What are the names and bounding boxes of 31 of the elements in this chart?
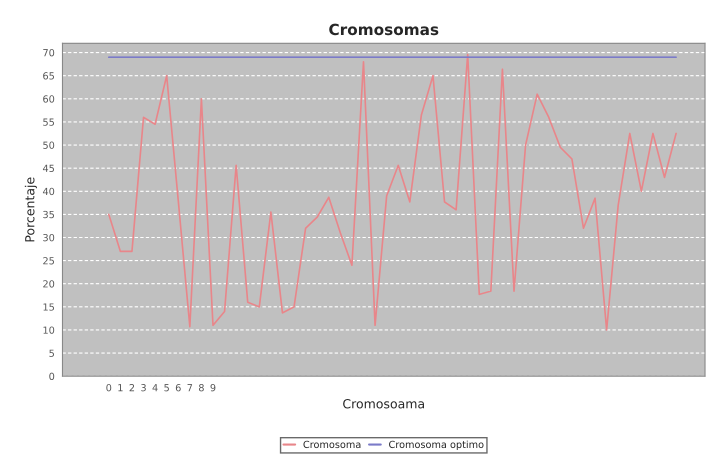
y-tick-label: 55 (43, 118, 54, 126)
legend-label: Cromosoma optimo (389, 440, 484, 450)
legend-label: Cromosoma (303, 440, 360, 448)
x-tick-label: 8 (198, 384, 204, 392)
y-tick-label: 50 (43, 142, 54, 149)
y-tick-label: 40 (42, 188, 54, 196)
y-tick-label: 60 (43, 95, 54, 103)
y-tick-label: 5 (49, 350, 54, 357)
y-tick-label: 10 (44, 326, 54, 334)
y-tick-label: 30 (43, 234, 54, 242)
x-tick-label: 6 (176, 384, 181, 392)
y-tick-label: 20 (43, 280, 54, 288)
x-tick-label: 3 (141, 384, 146, 392)
y-tick-label: 35 (43, 210, 54, 218)
y-tick-label: 15 (44, 303, 54, 311)
x-tick-label: 5 (164, 384, 169, 392)
line-series (108, 54, 677, 331)
y-tick-label: 65 (43, 72, 54, 80)
chart-title: Cromosomas (329, 24, 438, 36)
x-tick-label: 1 (118, 384, 123, 392)
y-tick-label: 25 (43, 257, 54, 264)
x-tick-label: 0 (106, 384, 112, 392)
x-tick-label: 4 (152, 384, 158, 392)
y-tick-label: 45 (42, 164, 54, 172)
y-tick-label: 0 (49, 372, 54, 380)
y-tick-label: 70 (43, 49, 54, 56)
x-tick-label: 2 (130, 384, 134, 392)
y-axis-title: Porcentaje (24, 178, 37, 242)
x-tick-label: 7 (188, 384, 192, 392)
x-axis-title: Cromosoama (343, 399, 424, 408)
x-tick-label: 9 (210, 384, 216, 392)
